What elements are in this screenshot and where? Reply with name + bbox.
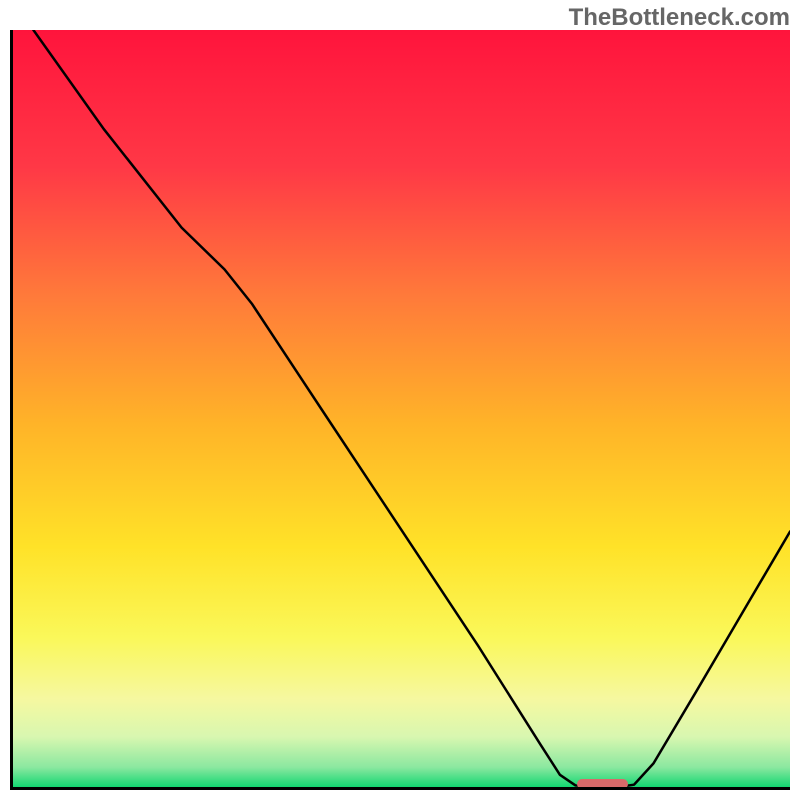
plot-area bbox=[10, 30, 790, 790]
optimal-range-marker bbox=[577, 779, 628, 790]
watermark: TheBottleneck.com bbox=[569, 4, 790, 32]
bottleneck-curve bbox=[10, 30, 790, 790]
